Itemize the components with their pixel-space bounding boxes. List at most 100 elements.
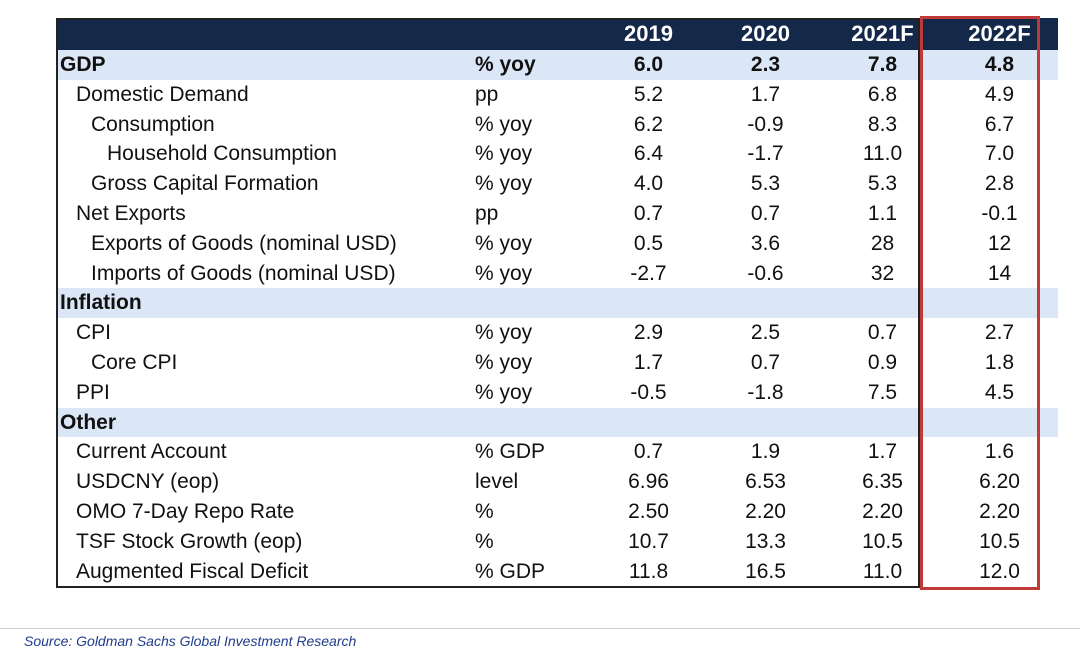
value-2022f: 4.5 <box>984 380 1015 404</box>
value-2019: 6.96 <box>628 470 669 494</box>
row-unit <box>473 288 590 319</box>
value-2019: 11.8 <box>628 559 669 583</box>
header-2022f: 2022F <box>941 18 1058 50</box>
value-2021f: 10.5 <box>862 529 903 553</box>
row-unit: % yoy <box>475 172 533 196</box>
value-2020: 1.9 <box>750 440 781 464</box>
value-2019: 6.4 <box>633 142 664 166</box>
value-2021f: 0.9 <box>867 350 898 374</box>
row-label: Augmented Fiscal Deficit <box>76 559 309 583</box>
value-2022f: 4.9 <box>984 82 1015 106</box>
value-2020: 6.53 <box>745 470 786 494</box>
value-2019: 0.7 <box>633 440 664 464</box>
value-2020: -0.6 <box>747 261 784 285</box>
value-2021f <box>824 407 941 438</box>
value-2022f: 2.8 <box>984 172 1015 196</box>
row-unit: % GDP <box>475 559 546 583</box>
row-label: Other <box>56 407 473 438</box>
value-2020: 2.5 <box>750 321 781 345</box>
table-row: Domestic Demand pp 5.2 1.7 6.8 4.9 <box>56 80 1058 110</box>
row-unit: % yoy <box>473 50 590 80</box>
value-2022f: 1.6 <box>984 440 1015 464</box>
value-2020: 0.7 <box>750 201 781 225</box>
value-2021f: 1.1 <box>867 201 898 225</box>
value-2019: 2.50 <box>628 499 669 523</box>
row-label: Inflation <box>56 288 473 319</box>
value-2020: 2.20 <box>745 499 786 523</box>
table-row: Household Consumption % yoy 6.4 -1.7 11.0 7.0 <box>56 139 1058 169</box>
value-2020: -0.9 <box>747 112 784 136</box>
row-label: Imports of Goods (nominal USD) <box>91 261 396 285</box>
row-unit: % yoy <box>475 112 533 136</box>
value-2019: 4.0 <box>633 172 664 196</box>
value-2021f: 5.3 <box>867 172 898 196</box>
value-2020: 5.3 <box>750 172 781 196</box>
header-2019: 2019 <box>590 18 707 50</box>
table-body: GDP% yoy 6.0 2.3 7.8 4.8 Domestic Demand pp 5.2… <box>56 50 1058 586</box>
row-unit: % <box>475 529 494 553</box>
row-label: TSF Stock Growth (eop) <box>76 529 303 553</box>
value-2022f <box>941 407 1058 438</box>
table-row: Core CPI % yoy 1.7 0.7 0.9 1.8 <box>56 348 1058 378</box>
row-label: Consumption <box>91 112 215 136</box>
row-label: GDP <box>56 50 473 80</box>
value-2022f: 6.20 <box>979 470 1020 494</box>
value-2022f: 2.7 <box>984 321 1015 345</box>
value-2022f: 7.0 <box>984 142 1015 166</box>
source-note: Source: Goldman Sachs Global Investment … <box>24 633 357 649</box>
row-label: Household Consumption <box>107 142 337 166</box>
value-2019: 2.9 <box>633 321 664 345</box>
value-2020 <box>707 407 824 438</box>
table-row: TSF Stock Growth (eop)% 10.7 13.3 10.5 10.5 <box>56 527 1058 557</box>
value-2020: 16.5 <box>745 559 786 583</box>
header-unit <box>473 18 590 50</box>
row-label: CPI <box>76 321 112 345</box>
table-row: Net Exports pp 0.7 0.7 1.1 -0.1 <box>56 199 1058 229</box>
table-row: Consumption % yoy 6.2 -0.9 8.3 6.7 <box>56 110 1058 140</box>
value-2021f: 7.5 <box>867 380 898 404</box>
value-2022f: 14 <box>987 261 1012 285</box>
value-2019: 0.7 <box>633 201 664 225</box>
table-header: 2019 2020 2021F 2022F <box>56 18 1058 50</box>
section-row: GDP% yoy 6.0 2.3 7.8 4.8 <box>56 50 1058 80</box>
value-2021f <box>824 288 941 319</box>
value-2021f: 8.3 <box>867 112 898 136</box>
value-2022f: 6.7 <box>984 112 1015 136</box>
header-2021f: 2021F <box>824 18 941 50</box>
table-row: Current Account % GDP 0.7 1.9 1.7 1.6 <box>56 437 1058 467</box>
value-2021f: 7.8 <box>824 50 941 80</box>
header-row: 2019 2020 2021F 2022F <box>56 18 1058 50</box>
value-2020: 13.3 <box>745 529 786 553</box>
forecast-table-container: 2019 2020 2021F 2022F GDP% yoy 6.0 2.3 7.8 4… <box>56 18 1058 586</box>
table-row: Augmented Fiscal Deficit % GDP 11.8 16.5 11.… <box>56 557 1058 587</box>
value-2021f: 28 <box>870 231 895 255</box>
value-2021f: 11.0 <box>862 142 903 166</box>
value-2019: 6.2 <box>633 112 664 136</box>
value-2019: 10.7 <box>628 529 669 553</box>
forecast-table: 2019 2020 2021F 2022F GDP% yoy 6.0 2.3 7.8 4… <box>56 18 1058 586</box>
row-label: OMO 7-Day Repo Rate <box>76 499 295 523</box>
row-unit: % yoy <box>475 261 533 285</box>
row-unit: % GDP <box>475 440 546 464</box>
row-label: Core CPI <box>91 350 178 374</box>
value-2020 <box>707 288 824 319</box>
row-unit: pp <box>475 82 499 106</box>
value-2022f: 12 <box>987 231 1012 255</box>
row-unit: % <box>475 499 494 523</box>
value-2019: 5.2 <box>633 82 664 106</box>
table-row: Gross Capital Formation % yoy 4.0 5.3 5.3 2.8 <box>56 169 1058 199</box>
value-2019: 1.7 <box>633 350 664 374</box>
row-label: Gross Capital Formation <box>91 172 319 196</box>
value-2019: -0.5 <box>630 380 667 404</box>
row-unit: % yoy <box>475 321 533 345</box>
value-2022f: 4.8 <box>941 50 1058 80</box>
value-2019 <box>590 288 707 319</box>
table-row: OMO 7-Day Repo Rate% 2.50 2.20 2.20 2.20 <box>56 497 1058 527</box>
table-row: Exports of Goods (nominal USD) % yoy 0.5 3.… <box>56 229 1058 259</box>
value-2021f: 6.35 <box>862 470 903 494</box>
value-2021f: 11.0 <box>862 559 903 583</box>
table-row: USDCNY (eop) level 6.96 6.53 6.35 6.20 <box>56 467 1058 497</box>
value-2022f <box>941 288 1058 319</box>
row-unit <box>473 407 590 438</box>
divider <box>0 628 1080 629</box>
